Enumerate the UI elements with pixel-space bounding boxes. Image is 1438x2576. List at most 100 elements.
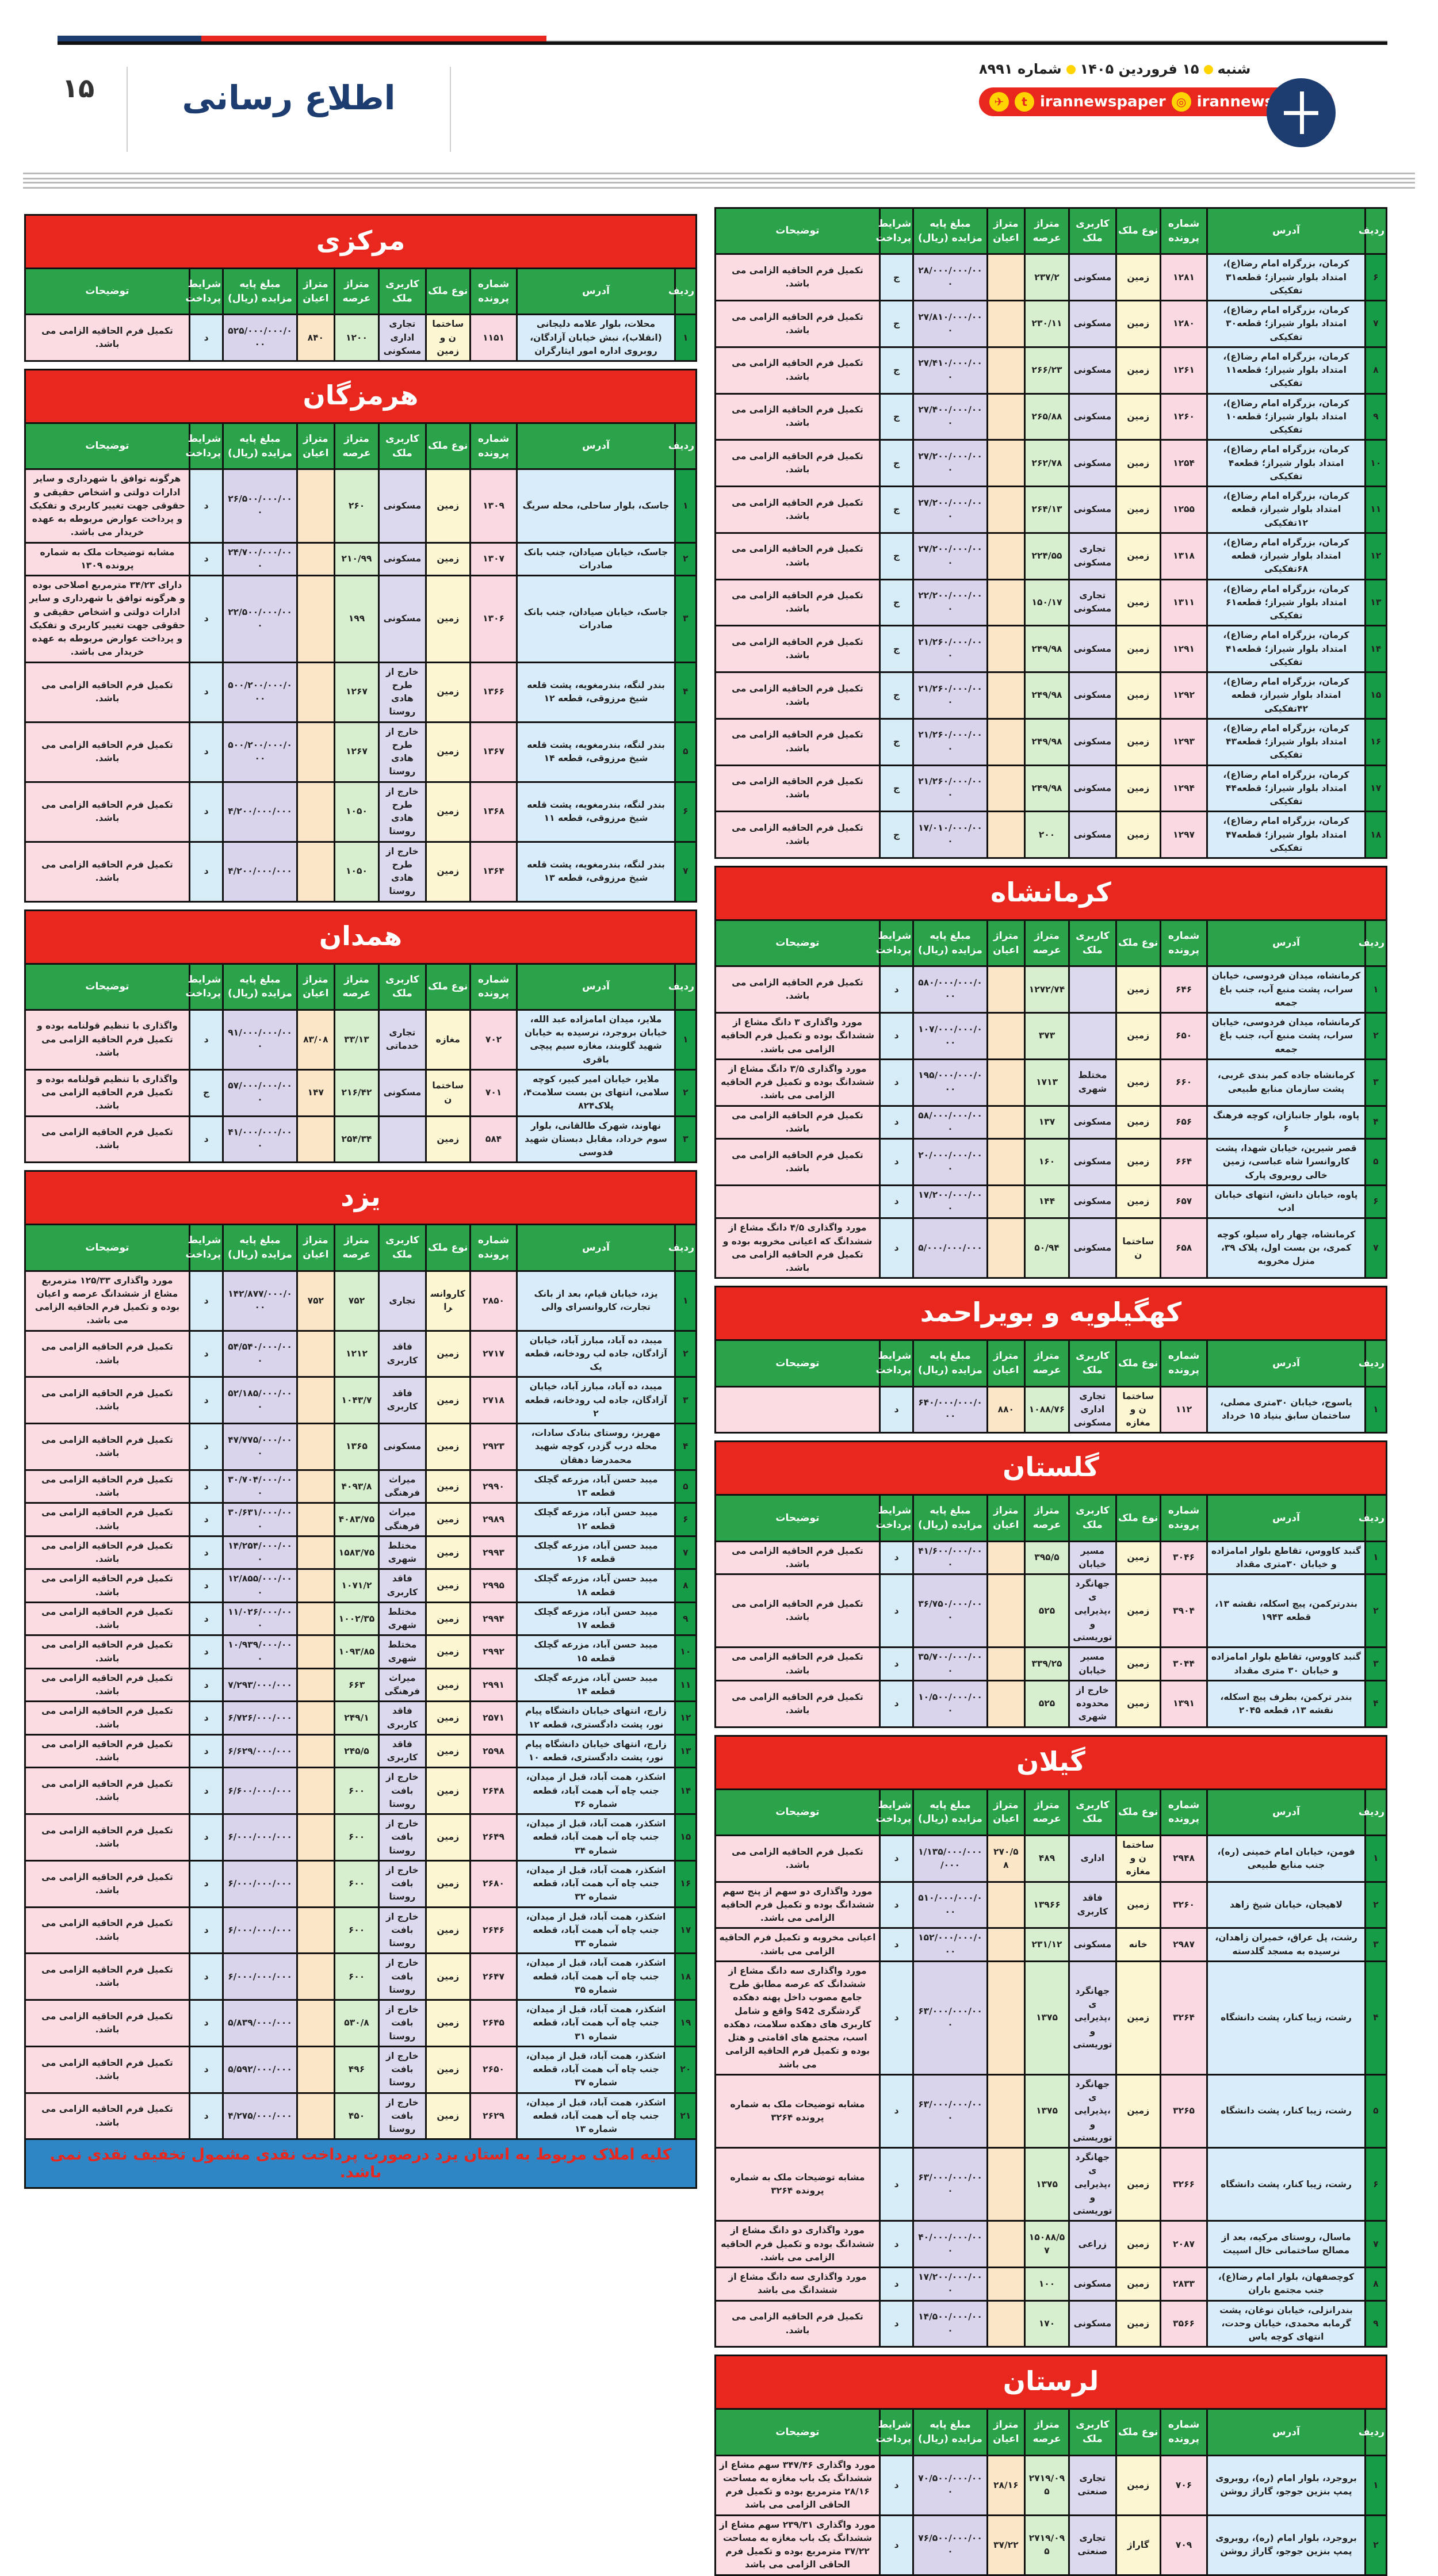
cell-address: اشکذر، همت آباد، قبل از میدان، جنب چاه آ…	[516, 2092, 676, 2141]
cell-no: ۲	[1364, 2514, 1388, 2576]
cell-built	[296, 721, 336, 783]
cell-area: ۵۲۵	[1024, 1573, 1070, 1649]
cell-price: ۵۰۰/۲۰۰/۰۰۰/۰۰۰	[222, 721, 298, 783]
cell-area: ۵۰/۹۴	[1024, 1217, 1070, 1279]
cell-built	[296, 1469, 336, 1504]
cell-usage: تجاری	[378, 1270, 427, 1332]
cell-usage: خارج از بافت روستا	[378, 1952, 427, 2001]
cell-address: رشت، زیبا کنار، پشت دانشگاه	[1206, 2073, 1366, 2149]
cell-address: کرمان، بزرگراه امام رضا(ع)، امتداد بلوار…	[1206, 625, 1366, 674]
cell-note: تکمیل فرم الحاقیه الزامی می باشد.	[24, 1813, 190, 1862]
table-row: ۵ قصر شیرین، خیابان شهدا، پشت کاروانسرا ش…	[714, 1138, 1388, 1186]
table-row: ۸ کرمان، بزرگراه امام رضا(ع)، امتداد بلوا…	[714, 346, 1388, 395]
column-header: مبلغ پایه مزایده (ریال)	[912, 2408, 988, 2456]
cell-usage: مختلط شهری	[378, 1601, 427, 1637]
table-row: ۲ لاهیجان، خیابان شیخ زاهد ۳۲۶۰ زمین فاقد کا…	[714, 1881, 1388, 1929]
table-row: ۲ جاسک، خیابان صیادان، جنب بانک صادرات ۱۳۰…	[24, 541, 698, 577]
cell-usage: خارج از بافت روستا	[378, 2092, 427, 2141]
twitter-icon[interactable]: t	[1015, 92, 1034, 112]
cell-no: ۱۵	[1364, 671, 1388, 720]
cell-note: مشابه توضیحات ملک به شماره پرونده ۳۲۶۴	[714, 2073, 881, 2149]
table-row: ۱ ملایر، میدان امامزاده عبد الله، خیابان …	[24, 1008, 698, 1071]
table-row: ۱ کرمانشاه، میدان فردوسی، خیابان سراب، پش…	[714, 965, 1388, 1014]
table-row: ۹ کرمان، بزرگراه امام رضا(ع)، امتداد بلوا…	[714, 392, 1388, 441]
column-header: متراژ اعیان	[986, 1494, 1026, 1542]
cell-file: ۱۲۹۱	[1159, 625, 1208, 674]
cell-pay: د	[188, 314, 224, 362]
table-row: ۵ بندر لنگه، بندرمغویه، پشت قلعه شیخ مرزو…	[24, 721, 698, 783]
cell-usage: خارج از طرح هادی روستا	[378, 840, 427, 903]
social-handle-1[interactable]: irannewspaper	[1040, 93, 1166, 110]
table-row: ۲ کرمانشاه، میدان فردوسی، خیابان سراب، پش…	[714, 1012, 1388, 1060]
cell-price: ۵/۵۹۲/۰۰۰/۰۰۰	[222, 2045, 298, 2094]
cell-no: ۵	[1364, 1138, 1388, 1186]
column-header: مبلغ پایه مزایده (ریال)	[222, 1224, 298, 1272]
column-header: توضیحات	[714, 1788, 881, 1836]
right-tables-column: ردیف آدرس شماره پرونده نوع ملک کاربری ملک متر…	[714, 207, 1388, 2576]
cell-price: ۱۷/۰۱۰/۰۰۰/۰۰۰	[912, 811, 988, 859]
cell-address: جاسک، بلوار ساحلی، محله سریگ	[516, 468, 676, 544]
cell-address: کرمانشاه، میدان فردوسی، خیابان سراب، پشت…	[1206, 1012, 1366, 1060]
column-header: مبلغ پایه مزایده (ریال)	[912, 207, 988, 255]
instagram-icon[interactable]: ◎	[1171, 92, 1191, 112]
top-color-bar	[58, 36, 1387, 41]
cell-address: جاسک، خیابان صیادان، جنب بانک صادرات	[516, 541, 676, 577]
cell-note: مورد واگذاری سه دانگ مشاع از ششدانگ می ب…	[714, 2267, 881, 2302]
cell-file: ۶۵۷	[1159, 1184, 1208, 1220]
cell-address: کرمان، بزرگراه امام رضا(ع)، امتداد بلوار…	[1206, 532, 1366, 580]
column-header: متراژ اعیان	[986, 2408, 1026, 2456]
cell-address: یاسوج، خیابان ۳۰متری مصلی، ساختمان سابق …	[1206, 1385, 1366, 1434]
cell-type: زمین	[1115, 1184, 1161, 1220]
table-row: ۱۴ کرمان، بزرگراه امام رضا(ع)، امتداد بلو…	[714, 625, 1388, 674]
cell-built	[296, 1999, 336, 2047]
cell-price: ۶۴۰/۰۰۰/۰۰۰/۰۰۰	[912, 1385, 988, 1434]
cell-address: کرمان، بزرگراه امام رضا(ع)، امتداد بلوار…	[1206, 253, 1366, 302]
column-header: نوع ملک	[1115, 1494, 1161, 1542]
cell-note: مورد واگذاری دو سهم از پنج سهم ششدانگ بو…	[714, 1881, 881, 1929]
cell-address: میبد حسن آباد، مزرعه گچلک قطعه ۱۴	[516, 1667, 676, 1703]
column-header: متراژ عرصه	[1024, 2408, 1070, 2456]
cell-address: بروجرد، بلوار امام (ره)، روبروی پمپ بنزی…	[1206, 2514, 1366, 2576]
table-row: ۱۶ اشکذر، همت آباد، قبل از میدان، جنب چاه…	[24, 1859, 698, 1908]
cell-built	[986, 1573, 1026, 1649]
cell-usage: مسکونی	[1068, 2267, 1117, 2302]
cell-built	[296, 541, 336, 577]
cell-area: ۷۵۲	[334, 1270, 380, 1332]
cell-type: زمین	[1115, 811, 1161, 859]
table-row: ۱ جاسک، بلوار ساحلی، محله سریگ ۱۳۰۹ زمین مسک…	[24, 468, 698, 544]
column-header: شرایط پرداخت	[876, 207, 915, 255]
cell-usage: خارج از بافت روستا	[378, 1767, 427, 1816]
table-row: ۷ کرمانشاه، چهار راه سیلو، کوچه کمری، بن …	[714, 1217, 1388, 1279]
table-header-row: ردیف آدرس شماره پرونده نوع ملک کاربری ملک متر…	[24, 962, 698, 1011]
listings-table: ردیف آدرس شماره پرونده نوع ملک کاربری ملک متر…	[24, 962, 698, 1164]
column-header: کاربری ملک	[1068, 1788, 1117, 1836]
table-row: ۱۷ اشکذر، همت آباد، قبل از میدان، جنب چاه…	[24, 1906, 698, 1955]
cell-note: تکمیل فرم الحاقیه الزامی می باشد.	[24, 1767, 190, 1816]
cell-no: ۱۱	[674, 1667, 698, 1703]
cell-note: تکمیل فرم الحاقیه الزامی می باشد.	[714, 1646, 881, 1681]
cell-area: ۱۷۰	[1024, 2299, 1070, 2348]
cell-file: ۷۰۱	[469, 1068, 518, 1117]
cell-built	[986, 2299, 1026, 2348]
column-header: متراژ اعیان	[296, 962, 336, 1011]
cell-price: ۲۱/۲۶۰/۰۰۰/۰۰۰	[912, 625, 988, 674]
cell-usage: خارج از بافت روستا	[378, 1999, 427, 2047]
cell-address: بندرترکمن، پیچ اسکله، نقشه ۱۳، قطعه ۱۹۴۳	[1206, 1573, 1366, 1649]
cell-type: زمین	[424, 1859, 471, 1908]
cell-area: ۱۳۶۵	[334, 1423, 380, 1471]
cell-file: ۶۶۰	[1159, 1058, 1208, 1107]
cell-price: ۶۳/۰۰۰/۰۰۰/۰۰۰	[912, 2073, 988, 2149]
cell-address: قصر شیرین، خیابان شهدا، پشت کاروانسرا شا…	[1206, 1138, 1366, 1186]
column-header: متراژ اعیان	[296, 267, 336, 316]
cell-area: ۱۲۰۰	[334, 314, 380, 362]
cell-area: ۲۳۱/۱۲	[1024, 1927, 1070, 1962]
column-header: مبلغ پایه مزایده (ریال)	[222, 962, 298, 1011]
cell-address: میبد حسن آباد، مزرعه گچلک قطعه ۱۸	[516, 1568, 676, 1603]
cell-price: ۱/۱۳۵/۰۰۰/۰۰۰/۰۰۰	[912, 1834, 988, 1883]
table-row: ۱۶ کرمان، بزرگراه امام رضا(ع)، امتداد بلو…	[714, 717, 1388, 766]
cell-built	[296, 1813, 336, 1862]
telegram-icon[interactable]: ✈	[989, 92, 1009, 112]
cell-type: زمین	[1115, 486, 1161, 534]
column-header: شرایط پرداخت	[186, 422, 224, 471]
cell-no: ۱۶	[1364, 717, 1388, 766]
